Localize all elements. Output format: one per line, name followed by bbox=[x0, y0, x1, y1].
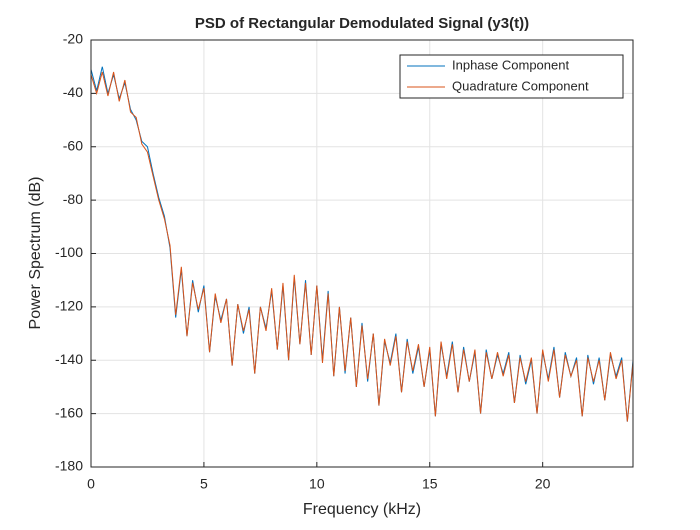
y-tick-label: -80 bbox=[63, 191, 83, 207]
legend: Inphase Component Quadrature Component bbox=[399, 54, 624, 99]
x-tick-label: 10 bbox=[309, 476, 325, 492]
x-tick-label: 0 bbox=[87, 476, 95, 492]
legend-label: Quadrature Component bbox=[452, 78, 589, 93]
chart-title: PSD of Rectangular Demodulated Signal (y… bbox=[195, 15, 529, 32]
y-axis-label: Power Spectrum (dB) bbox=[27, 177, 44, 330]
y-tick-label: -120 bbox=[55, 298, 83, 314]
y-tick-label: -40 bbox=[63, 84, 83, 100]
legend-box bbox=[399, 54, 624, 99]
x-tick-label: 20 bbox=[535, 476, 551, 492]
y-tick-label: -140 bbox=[55, 351, 83, 367]
legend-label: Inphase Component bbox=[452, 57, 569, 72]
plot-frame bbox=[90, 39, 634, 468]
data-line bbox=[90, 71, 634, 422]
x-tick-label: 5 bbox=[200, 476, 208, 492]
y-tick-label: -160 bbox=[55, 404, 83, 420]
x-axis-label: Frequency (kHz) bbox=[303, 501, 421, 518]
y-tick-label: -60 bbox=[63, 137, 83, 153]
y-tick-label: -180 bbox=[55, 458, 83, 474]
x-tick-label: 15 bbox=[422, 476, 438, 492]
y-tick-label: -100 bbox=[55, 244, 83, 260]
y-tick-label: -20 bbox=[63, 31, 83, 47]
